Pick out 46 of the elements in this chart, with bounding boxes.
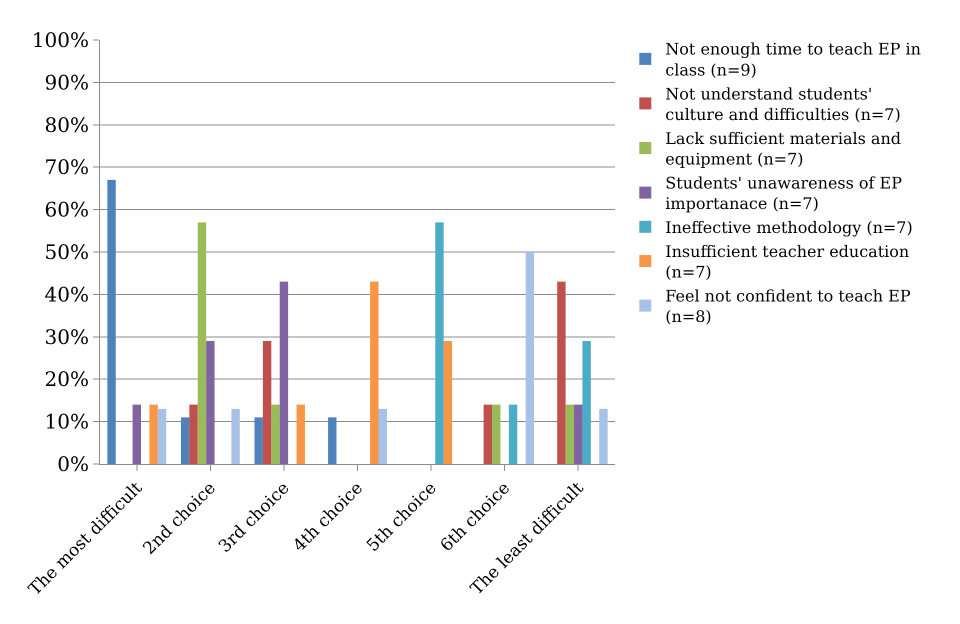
bar	[132, 404, 141, 464]
bar	[262, 341, 272, 464]
bar	[370, 282, 379, 464]
legend-label: Not understand students' culture and difficulties (n=7)	[665, 84, 901, 124]
bar	[206, 341, 215, 464]
y-tick-label: 30%	[44, 324, 89, 349]
bar	[231, 408, 240, 464]
bar	[189, 404, 198, 464]
y-tick-label: 70%	[44, 155, 89, 180]
bar	[526, 252, 534, 464]
bar	[444, 341, 452, 464]
bar	[280, 282, 288, 464]
bar	[158, 408, 166, 464]
bar	[107, 180, 116, 464]
y-tick-label: 90%	[44, 70, 89, 94]
y-tick-label: 10%	[44, 410, 89, 434]
bar	[566, 404, 574, 464]
legend-label: Not enough time to teach EP in class (n=9)	[665, 40, 921, 80]
bar	[296, 404, 305, 464]
y-tick-label: 0%	[57, 452, 89, 476]
y-tick-label: 20%	[44, 367, 89, 392]
bar	[254, 417, 263, 464]
bar	[492, 404, 500, 464]
bar	[149, 404, 158, 464]
bar	[484, 404, 492, 464]
y-tick-label: 50%	[44, 240, 89, 264]
legend-label: Lack sufficient materials and equipment (n=7)	[665, 128, 901, 169]
bar	[557, 282, 566, 464]
bar	[328, 417, 336, 464]
bar	[198, 222, 206, 464]
legend-label: Insufficient teacher education (n=7)	[665, 242, 910, 282]
legend-label: Feel not confident to teach EP (n=8)	[665, 286, 911, 326]
y-tick-label: 40%	[44, 282, 89, 306]
bar	[582, 341, 591, 464]
legend-label: Ineffective methodology (n=7)	[665, 218, 913, 238]
bar	[378, 408, 387, 464]
bar	[180, 417, 190, 464]
legend-label: Students' unawareness of EP importanace (n=7)	[665, 173, 902, 214]
bar	[508, 404, 518, 464]
bar	[574, 404, 582, 464]
y-tick-label: 60%	[44, 198, 89, 222]
y-tick-label: 80%	[44, 112, 89, 137]
bar	[435, 222, 444, 464]
bar	[599, 408, 608, 464]
y-tick-label: 100%	[32, 28, 89, 52]
bar	[271, 404, 280, 464]
